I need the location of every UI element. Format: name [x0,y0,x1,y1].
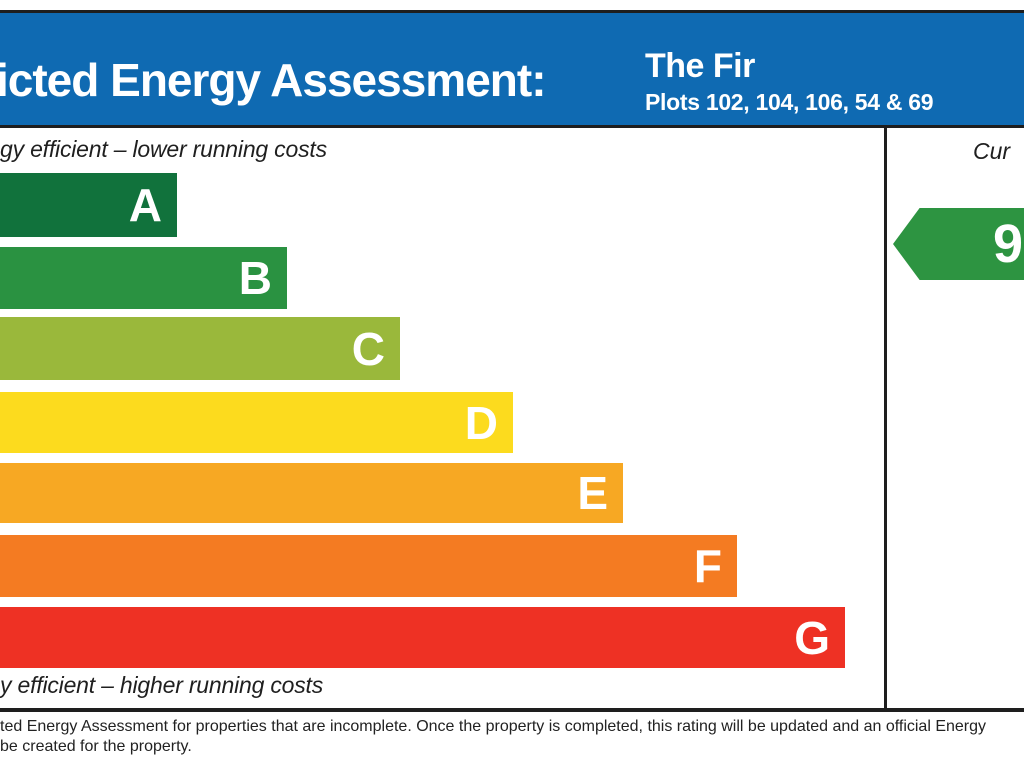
rating-band-letter: E [577,467,608,519]
rating-band-f: F [0,535,737,597]
current-column-heading: Cur [973,138,1011,164]
property-name: The Fir [645,47,755,85]
rating-band-letter: D [464,396,498,449]
rating-band-c: C [0,317,400,380]
rating-band-letter: G [794,611,830,664]
main-bottom-border [0,708,1024,712]
header-top-border [0,10,1024,13]
rating-band-d: D [0,392,513,453]
current-rating-value: 9 [992,214,1023,274]
footnote-line-1: ted Energy Assessment for properties tha… [0,718,987,735]
rating-band-b: B [0,247,287,309]
rating-band-g: G [0,607,845,668]
rating-band-letter: B [238,252,272,304]
rating-band-letter: C [351,322,385,375]
header-bottom-border [0,125,1024,128]
plots-label: Plots 102, 104, 106, 54 & 69 [645,89,934,115]
top-efficiency-label: gy efficient – lower running costs [0,136,327,162]
current-rating-arrow: 9 [893,208,1024,280]
rating-band-a: A [0,173,177,237]
chart-divider [884,128,887,708]
page-title: icted Energy Assessment: [0,54,547,106]
rating-band-e: E [0,463,623,523]
rating-band-letter: F [693,540,722,592]
rating-band-letter: A [128,179,162,231]
bottom-efficiency-label: y efficient – higher running costs [0,672,324,698]
footnote: ted Energy Assessment for properties tha… [0,717,986,757]
footnote-line-2: be created for the property. [0,738,192,755]
header: icted Energy Assessment: The Fir Plots 1… [0,13,1024,125]
